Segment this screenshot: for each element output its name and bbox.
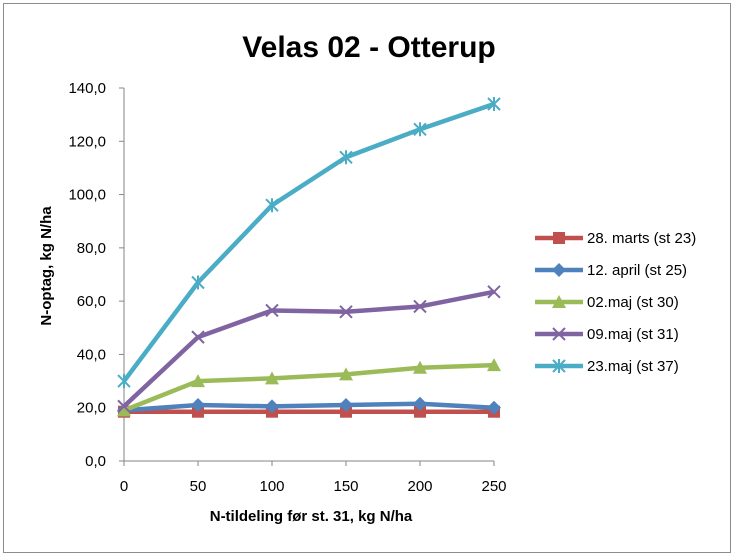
y-tick-label: 120,0 bbox=[68, 133, 106, 150]
x-tick-label: 0 bbox=[120, 478, 128, 495]
data-point-marker bbox=[487, 96, 501, 111]
data-point-marker bbox=[339, 398, 353, 413]
legend-label: 12. april (st 25) bbox=[587, 262, 687, 279]
legend-marker bbox=[552, 295, 566, 308]
legend-label: 23.maj (st 37) bbox=[587, 358, 679, 375]
x-tick-label: 250 bbox=[481, 478, 506, 495]
series-line bbox=[123, 362, 495, 413]
series-group bbox=[117, 96, 501, 418]
series-2 bbox=[117, 396, 501, 418]
legend-item: 02.maj (st 30) bbox=[535, 294, 679, 311]
data-point-marker bbox=[191, 374, 205, 388]
data-point-marker bbox=[339, 367, 353, 381]
x-tick-label: 150 bbox=[333, 478, 358, 495]
legend-item: 12. april (st 25) bbox=[535, 262, 687, 279]
legend-label: 02.maj (st 30) bbox=[587, 294, 679, 311]
data-point-marker bbox=[339, 150, 353, 165]
legend-label: 09.maj (st 31) bbox=[587, 326, 679, 343]
y-tick-label: 0,0 bbox=[85, 453, 106, 470]
data-point-marker bbox=[117, 374, 131, 389]
legend-label: 28. marts (st 23) bbox=[587, 230, 696, 247]
data-point-marker bbox=[487, 358, 501, 372]
legend-item: 23.maj (st 37) bbox=[535, 358, 679, 375]
y-tick-label: 40,0 bbox=[77, 346, 106, 363]
legend-item: 09.maj (st 31) bbox=[535, 326, 679, 343]
data-point-marker bbox=[413, 396, 427, 411]
data-point-marker bbox=[117, 399, 131, 414]
series-line bbox=[122, 289, 495, 409]
y-tick-label: 80,0 bbox=[77, 240, 106, 257]
chart-title: Velas 02 - Otterup bbox=[242, 31, 495, 64]
series-line bbox=[123, 401, 495, 413]
y-tick-label: 60,0 bbox=[77, 293, 106, 310]
series-5 bbox=[117, 96, 501, 389]
data-point-marker bbox=[413, 299, 427, 314]
y-tick-label: 20,0 bbox=[77, 400, 106, 417]
data-point-marker bbox=[265, 303, 279, 318]
legend-marker bbox=[552, 263, 566, 277]
legend-marker bbox=[552, 359, 566, 373]
x-axis-ticks: 0 50 100 150 200 250 bbox=[120, 461, 507, 495]
y-axis-label: N-optag, kg N/ha bbox=[38, 206, 55, 326]
data-point-marker bbox=[339, 305, 353, 319]
y-tick-label: 100,0 bbox=[68, 187, 106, 204]
x-tick-label: 50 bbox=[190, 478, 207, 495]
series-3 bbox=[117, 358, 501, 417]
data-point-marker bbox=[487, 285, 501, 299]
data-point-marker bbox=[265, 399, 279, 414]
y-tick-label: 140,0 bbox=[68, 80, 106, 97]
x-axis-label: N-tildeling før st. 31, kg N/ha bbox=[210, 508, 413, 525]
y-axis-ticks: 0,0 20,0 40,0 60,0 80,0 100,0 120,0 140,0 bbox=[68, 80, 124, 470]
series-line bbox=[122, 101, 495, 383]
data-point-marker bbox=[191, 398, 205, 413]
data-point-marker bbox=[413, 360, 427, 374]
data-point-marker bbox=[191, 330, 205, 344]
data-point-marker bbox=[117, 403, 131, 417]
legend: 28. marts (st 23) 12. april (st 25) 02.maj… bbox=[535, 230, 696, 375]
data-point-marker bbox=[414, 405, 426, 418]
data-point-marker bbox=[487, 400, 501, 415]
x-tick-label: 100 bbox=[259, 478, 284, 495]
data-point-marker bbox=[413, 122, 427, 137]
legend-marker bbox=[552, 327, 566, 341]
data-point-marker bbox=[191, 275, 205, 290]
legend-item: 28. marts (st 23) bbox=[535, 230, 696, 247]
legend-marker bbox=[553, 232, 565, 244]
data-point-marker bbox=[265, 198, 279, 213]
series-4 bbox=[117, 285, 501, 414]
x-tick-label: 200 bbox=[407, 478, 432, 495]
data-point-marker bbox=[265, 371, 279, 385]
